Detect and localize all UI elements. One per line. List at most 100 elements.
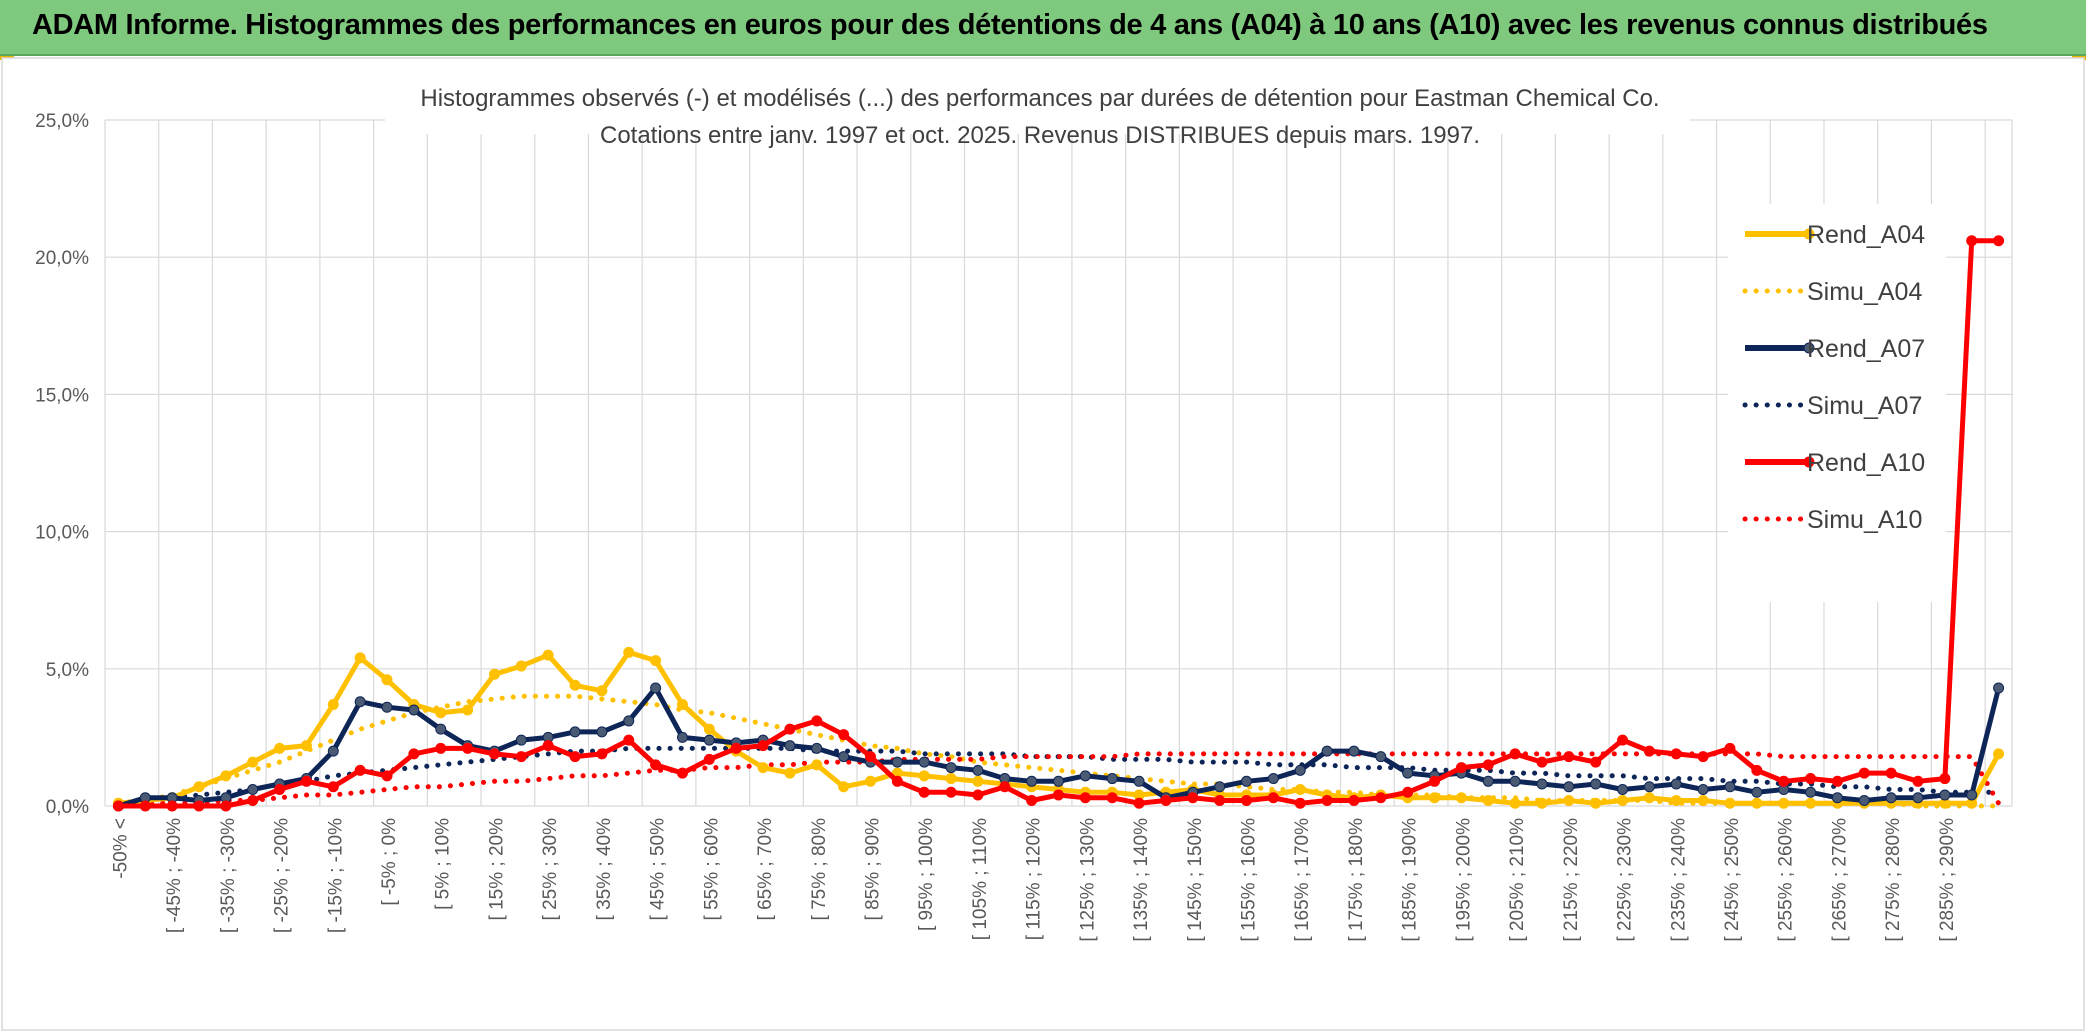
data-point-rend-a10	[247, 795, 259, 807]
legend-label: Rend_A10	[1807, 449, 1925, 477]
x-tick-label: [ 245% ; 250%	[1722, 818, 1743, 942]
data-point-rend-a10	[676, 767, 688, 779]
data-point-rend-a04	[1751, 797, 1763, 809]
data-point-rend-a04	[945, 773, 957, 785]
data-point-rend-a04	[327, 698, 339, 710]
data-point-rend-a10	[1402, 786, 1414, 798]
data-point-rend-a10	[918, 786, 930, 798]
data-point-rend-a10	[891, 775, 903, 787]
data-point-rend-a10	[1563, 751, 1575, 763]
data-point-rend-a10	[1590, 756, 1602, 768]
data-point-rend-a07	[945, 762, 957, 774]
data-point-rend-a07	[354, 696, 366, 708]
data-point-rend-a04	[1590, 797, 1602, 809]
data-point-rend-a07	[435, 723, 447, 735]
data-point-rend-a10	[1643, 745, 1655, 757]
data-point-rend-a04	[811, 759, 823, 771]
data-point-rend-a10	[1912, 775, 1924, 787]
data-point-rend-a10	[1697, 751, 1709, 763]
data-point-rend-a07	[1563, 781, 1575, 793]
data-point-rend-a04	[1294, 784, 1306, 796]
y-axis: 0,0% 5,0% 10,0% 15,0% 20,0% 25,0%	[35, 111, 89, 818]
data-point-rend-a07	[1751, 786, 1763, 798]
data-point-rend-a04	[274, 742, 286, 754]
series-group	[112, 235, 2005, 812]
banner-title: ADAM Informe. Histogrammes des performan…	[32, 9, 1988, 41]
data-point-rend-a07	[1670, 778, 1682, 790]
x-tick-label: [ 35% ; 40%	[594, 818, 615, 921]
data-point-rend-a10	[1966, 235, 1978, 247]
data-point-rend-a10	[354, 764, 366, 776]
data-point-rend-a07	[1966, 789, 1978, 801]
data-point-rend-a07	[1375, 751, 1387, 763]
data-point-rend-a10	[1724, 742, 1736, 754]
data-point-rend-a04	[1509, 797, 1521, 809]
data-point-rend-a10	[784, 723, 796, 735]
data-point-rend-a10	[838, 729, 850, 741]
data-point-rend-a07	[1402, 767, 1414, 779]
data-point-rend-a07	[327, 745, 339, 757]
data-point-rend-a10	[703, 753, 715, 765]
data-point-rend-a07	[1993, 682, 2005, 694]
x-tick-label: [ 155% ; 160%	[1239, 818, 1260, 942]
data-point-rend-a04	[1617, 795, 1629, 807]
series-line-simu-a10	[115, 751, 2002, 809]
data-point-rend-a10	[1751, 764, 1763, 776]
x-tick-label: [ 135% ; 140%	[1131, 818, 1152, 942]
data-point-rend-a04	[488, 668, 500, 680]
x-tick-label: -50% <	[110, 818, 131, 879]
data-point-rend-a10	[1482, 759, 1494, 771]
data-point-rend-a10	[569, 751, 581, 763]
data-point-rend-a07	[838, 751, 850, 763]
header-banner: ADAM Informe. Histogrammes des performan…	[0, 0, 2086, 56]
legend-marker	[1803, 342, 1815, 354]
data-point-rend-a04	[542, 649, 554, 661]
x-tick-label: [ 105% ; 110%	[970, 818, 991, 940]
data-point-rend-a07	[1267, 773, 1279, 785]
x-tick-label: [ 285% ; 290%	[1937, 818, 1958, 942]
data-point-rend-a07	[1053, 775, 1064, 787]
data-point-rend-a10	[139, 800, 151, 812]
x-tick-label: [ -5% ; 0%	[379, 818, 400, 906]
data-point-rend-a07	[918, 756, 930, 768]
data-point-rend-a04	[918, 770, 930, 782]
data-point-rend-a07	[1590, 778, 1602, 790]
data-point-rend-a07	[1831, 792, 1843, 804]
data-point-rend-a04	[864, 775, 876, 787]
data-point-rend-a07	[811, 742, 823, 754]
legend-item-rend-a07: Rend_A07	[1745, 335, 1925, 363]
y-tick-label: 20,0%	[35, 248, 89, 269]
y-tick-label: 10,0%	[35, 523, 89, 544]
legend-label: Simu_A07	[1807, 392, 1922, 420]
x-axis: -50% < [ -45% ; -40% [ -35% ; -30% [ -25% ;…	[110, 818, 1957, 942]
data-point-rend-a07	[703, 734, 715, 746]
data-point-rend-a04	[1455, 792, 1467, 804]
data-point-rend-a10	[1885, 767, 1897, 779]
data-point-rend-a10	[1617, 734, 1629, 746]
x-tick-label: [ 205% ; 210%	[1507, 818, 1528, 942]
data-point-rend-a10	[1348, 795, 1360, 807]
data-point-rend-a10	[542, 740, 554, 752]
data-point-rend-a07	[1294, 764, 1306, 776]
data-point-rend-a04	[1429, 792, 1441, 804]
data-point-rend-a04	[247, 756, 259, 768]
data-point-rend-a10	[972, 789, 984, 801]
data-point-rend-a07	[247, 784, 259, 796]
data-point-rend-a10	[1321, 795, 1333, 807]
data-point-rend-a07	[1106, 773, 1118, 785]
data-point-rend-a04	[972, 775, 984, 787]
x-tick-label: [ 85% ; 90%	[862, 818, 883, 921]
data-point-rend-a10	[1455, 762, 1467, 774]
x-tick-label: [ 235% ; 240%	[1668, 818, 1689, 942]
data-point-rend-a10	[1509, 748, 1521, 760]
legend-item-rend-a04: Rend_A04	[1745, 221, 1925, 249]
data-point-rend-a10	[999, 781, 1011, 793]
data-point-rend-a10	[274, 784, 286, 796]
data-point-rend-a07	[1885, 792, 1897, 804]
data-point-rend-a10	[650, 759, 662, 771]
data-point-rend-a10	[1993, 235, 2005, 247]
series-simu-a10	[115, 751, 2002, 809]
x-tick-label: [ 185% ; 190%	[1400, 818, 1421, 942]
data-point-rend-a07	[891, 756, 903, 768]
data-point-rend-a07	[1079, 770, 1091, 782]
